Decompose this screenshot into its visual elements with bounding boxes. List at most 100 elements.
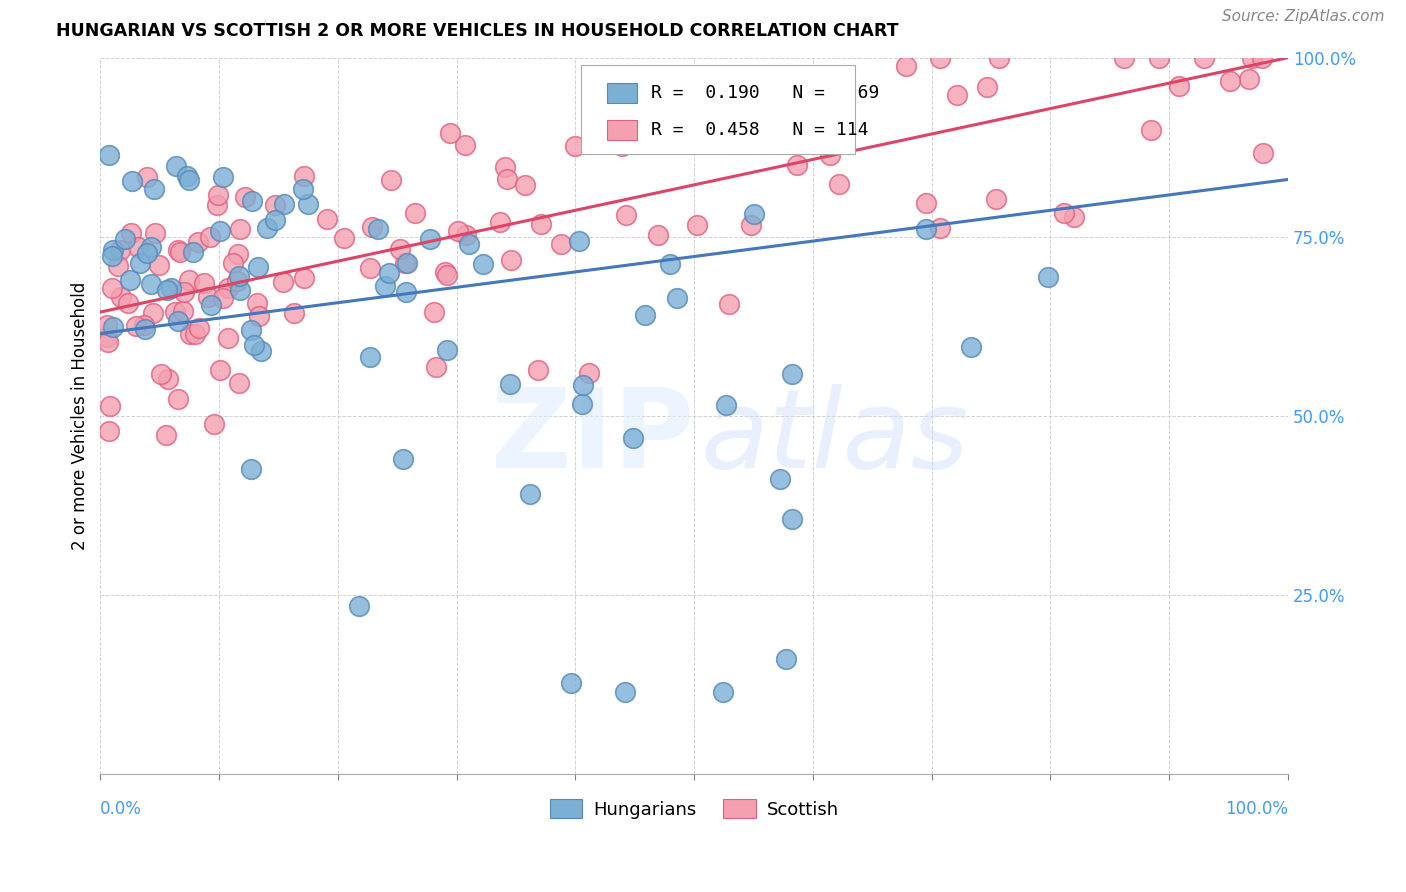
- FancyBboxPatch shape: [607, 120, 637, 140]
- Text: HUNGARIAN VS SCOTTISH 2 OR MORE VEHICLES IN HOUSEHOLD CORRELATION CHART: HUNGARIAN VS SCOTTISH 2 OR MORE VEHICLES…: [56, 22, 898, 40]
- Point: [634, 308, 657, 322]
- Point: [125, 318, 148, 333]
- Point: [205, 198, 228, 212]
- Point: [157, 372, 180, 386]
- Point: [359, 351, 381, 365]
- Point: [1237, 71, 1260, 86]
- Point: [610, 139, 633, 153]
- Point: [134, 321, 156, 335]
- Point: [786, 158, 808, 172]
- Point: [292, 270, 315, 285]
- Point: [780, 367, 803, 381]
- Point: [167, 313, 190, 327]
- Point: [197, 290, 219, 304]
- Point: [769, 472, 792, 486]
- Point: [120, 226, 142, 240]
- Point: [1240, 51, 1263, 65]
- Point: [143, 226, 166, 240]
- Point: [359, 260, 381, 275]
- Point: [946, 87, 969, 102]
- Point: [101, 244, 124, 258]
- Point: [740, 218, 762, 232]
- Point: [233, 190, 256, 204]
- Point: [97, 335, 120, 350]
- Point: [208, 224, 231, 238]
- Point: [614, 209, 637, 223]
- Point: [135, 246, 157, 260]
- Point: [128, 240, 150, 254]
- Point: [229, 222, 252, 236]
- Text: R =  0.458   N = 114: R = 0.458 N = 114: [651, 121, 869, 139]
- Point: [434, 265, 457, 279]
- Point: [699, 131, 721, 145]
- Point: [263, 212, 285, 227]
- Point: [108, 243, 131, 257]
- Point: [117, 296, 139, 310]
- Point: [200, 298, 222, 312]
- Point: [208, 363, 231, 377]
- Point: [814, 87, 837, 101]
- Point: [960, 340, 983, 354]
- Point: [380, 173, 402, 187]
- Point: [1114, 51, 1136, 65]
- Point: [621, 431, 644, 445]
- Point: [167, 243, 190, 257]
- Point: [143, 181, 166, 195]
- Point: [1219, 74, 1241, 88]
- Point: [242, 338, 264, 352]
- Point: [110, 290, 132, 304]
- Legend: Hungarians, Scottish: Hungarians, Scottish: [543, 792, 846, 826]
- Point: [240, 194, 263, 209]
- Point: [187, 235, 209, 249]
- Point: [177, 273, 200, 287]
- Point: [148, 259, 170, 273]
- Point: [572, 378, 595, 392]
- Point: [894, 59, 917, 73]
- Point: [453, 137, 475, 152]
- Point: [419, 232, 441, 246]
- Point: [496, 172, 519, 186]
- Point: [550, 236, 572, 251]
- Point: [447, 224, 470, 238]
- Point: [645, 86, 668, 100]
- Point: [571, 397, 593, 411]
- Point: [929, 221, 952, 235]
- Point: [107, 259, 129, 273]
- Point: [271, 276, 294, 290]
- Point: [742, 207, 765, 221]
- Point: [315, 211, 337, 226]
- Point: [775, 652, 797, 666]
- Point: [121, 174, 143, 188]
- Point: [374, 278, 396, 293]
- Point: [988, 51, 1011, 65]
- Point: [472, 257, 495, 271]
- Point: [198, 230, 221, 244]
- Point: [458, 236, 481, 251]
- Point: [780, 512, 803, 526]
- Point: [423, 305, 446, 319]
- Point: [613, 685, 636, 699]
- Point: [519, 487, 541, 501]
- Point: [333, 231, 356, 245]
- Point: [388, 242, 411, 256]
- Point: [717, 297, 740, 311]
- Point: [226, 247, 249, 261]
- Text: Source: ZipAtlas.com: Source: ZipAtlas.com: [1222, 9, 1385, 24]
- Point: [173, 285, 195, 300]
- Point: [183, 327, 205, 342]
- Point: [139, 277, 162, 292]
- Point: [647, 227, 669, 242]
- Point: [98, 424, 121, 438]
- Point: [159, 281, 181, 295]
- Point: [114, 232, 136, 246]
- Point: [578, 366, 600, 380]
- Point: [657, 117, 679, 131]
- Point: [367, 222, 389, 236]
- Point: [155, 428, 177, 442]
- Point: [96, 329, 118, 343]
- Point: [489, 215, 512, 229]
- Point: [207, 188, 229, 202]
- Point: [820, 148, 842, 162]
- Point: [101, 249, 124, 263]
- Point: [361, 219, 384, 234]
